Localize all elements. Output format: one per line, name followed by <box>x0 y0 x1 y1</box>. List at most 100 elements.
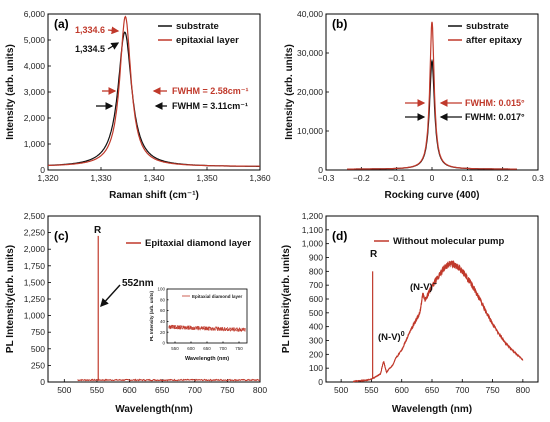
x-tick-label: 1,360 <box>249 173 271 183</box>
y-tick-label: 20 <box>160 330 166 335</box>
nv-minus-text: (N-V) <box>410 282 433 293</box>
x-tick-label: 700 <box>455 385 469 395</box>
x-tick-label: 550 <box>171 346 179 351</box>
y-tick-label: 1,750 <box>24 261 46 271</box>
inset-x-axis-label: Wavelength (nm) <box>185 356 229 362</box>
x-tick-label: 550 <box>364 385 378 395</box>
annotation-arrow <box>100 284 121 308</box>
y-tick-label: 400 <box>309 322 323 332</box>
legend: Without molecular pump <box>374 236 504 247</box>
y-tick-label: 80 <box>160 297 166 302</box>
x-tick-label: 500 <box>57 385 71 395</box>
x-tick-label: 800 <box>253 385 267 395</box>
x-tick-label: 0.1 <box>461 173 473 183</box>
series-line <box>352 259 524 383</box>
x-tick-label: 0 <box>430 173 435 183</box>
y-tick-label: 0 <box>318 377 323 387</box>
y-tick-label: 40,000 <box>297 9 323 19</box>
nv-minus-sup: − <box>433 281 437 288</box>
y-tick-label: 900 <box>309 252 323 262</box>
y-tick-label: 750 <box>31 327 45 337</box>
y-tick-label: 2,250 <box>24 228 46 238</box>
panel-label: (c) <box>54 229 69 243</box>
x-tick-label: 750 <box>235 346 243 351</box>
y-tick-label: 1,000 <box>24 311 46 321</box>
y-tick-label: 2,000 <box>24 244 46 254</box>
inset-frame <box>166 288 248 344</box>
annotation-arrow <box>107 42 120 50</box>
y-tick-label: 1,250 <box>24 294 46 304</box>
x-tick-label: 750 <box>220 385 234 395</box>
inset-legend-label: Epitaxial diamond layer <box>192 294 243 299</box>
peak-label: 1,334.6 <box>75 25 105 35</box>
panel-c: (c) 500 550 600 650 700 750 80002505007501,000… <box>5 211 267 415</box>
x-tick-label: 500 <box>334 385 348 395</box>
x-tick-label: 0.2 <box>497 173 509 183</box>
y-tick-label: 3,000 <box>24 87 46 97</box>
y-tick-label: 4,000 <box>24 61 46 71</box>
x-tick-label: 650 <box>155 385 169 395</box>
y-axis-label: PL Intensity(arb. units) <box>281 245 292 353</box>
x-tick-label: 1,330 <box>90 173 112 183</box>
x-tick-label: 800 <box>516 385 530 395</box>
y-tick-label: 500 <box>31 344 45 354</box>
y-tick-label: 100 <box>309 363 323 373</box>
y-axis-label: Intensity (arb. units) <box>284 44 295 140</box>
x-tick-label: 1,320 <box>37 173 59 183</box>
y-tick-label: 0 <box>40 377 45 387</box>
panel-d: (d) 500 550 600 650 700 750 800 0 100 200 300 400 50… <box>281 211 539 415</box>
panel-label: (d) <box>332 229 347 243</box>
series-line <box>353 260 523 383</box>
y-tick-label: 1,200 <box>302 211 324 221</box>
x-tick-label: 0.3 <box>532 173 544 183</box>
inset-series-line <box>168 324 246 333</box>
panel-b: (b) −0.3 −0.2 −0.1 0 0.1 0.2 0.3 0 10,000 20,000 3… <box>284 9 544 201</box>
y-tick-label: 2,000 <box>24 113 46 123</box>
y-tick-label: 1,100 <box>302 225 324 235</box>
y-tick-label: 300 <box>309 335 323 345</box>
legend-label: substrate <box>466 21 509 32</box>
x-tick-label: 600 <box>187 346 195 351</box>
inset-chart: 550 600 650 700 750 0 20 40 60 80 100 Epitaxial di… <box>149 287 248 362</box>
y-tick-label: 1,500 <box>24 277 46 287</box>
peak-marker-label: R <box>94 225 102 236</box>
x-tick-label: 600 <box>395 385 409 395</box>
y-tick-label: 600 <box>309 294 323 304</box>
y-tick-label: 10,000 <box>297 126 323 136</box>
x-tick-label: −0.3 <box>318 173 335 183</box>
y-tick-label: 0 <box>40 165 45 175</box>
legend: Epitaxial diamond layer <box>126 238 251 249</box>
series-line <box>47 15 260 167</box>
legend: substrate epitaxial layer <box>158 21 239 46</box>
y-tick-label: 6,000 <box>24 9 46 19</box>
x-tick-label: 750 <box>485 385 499 395</box>
x-tick-label: 650 <box>425 385 439 395</box>
inset-y-axis-label: PL Intensity (arb. units) <box>149 291 154 341</box>
panel-label: (b) <box>332 17 347 31</box>
x-tick-label: −0.2 <box>353 173 370 183</box>
y-tick-label: 0 <box>162 341 165 346</box>
series-line <box>347 21 517 170</box>
peak-label: 1,334.5 <box>75 44 105 54</box>
x-axis-label: Wavelength (nm) <box>392 404 472 415</box>
y-tick-label: 0 <box>318 165 323 175</box>
y-tick-label: 700 <box>309 280 323 290</box>
y-tick-label: 1,000 <box>302 239 324 249</box>
y-axis-label: PL Intensity(arb. units) <box>5 245 16 353</box>
y-tick-label: 30,000 <box>297 48 323 58</box>
wavelength-label: 552nm <box>122 278 154 289</box>
nv0-text: (N-V) <box>378 332 401 343</box>
x-axis-label: Rocking curve (400) <box>384 190 479 201</box>
x-tick-label: 600 <box>122 385 136 395</box>
x-tick-label: 700 <box>219 346 227 351</box>
x-axis-label: Raman shift (cm⁻¹) <box>109 190 199 201</box>
y-tick-label: 200 <box>309 349 323 359</box>
x-tick-label: −0.1 <box>388 173 405 183</box>
fwhm-label: FWHM: 0.017° <box>465 112 525 122</box>
y-tick-label: 40 <box>160 319 166 324</box>
inset-series-line <box>168 324 246 333</box>
peak-marker-label: R <box>370 249 378 260</box>
legend-label: after epitaxy <box>466 35 523 46</box>
x-tick-label: 650 <box>203 346 211 351</box>
